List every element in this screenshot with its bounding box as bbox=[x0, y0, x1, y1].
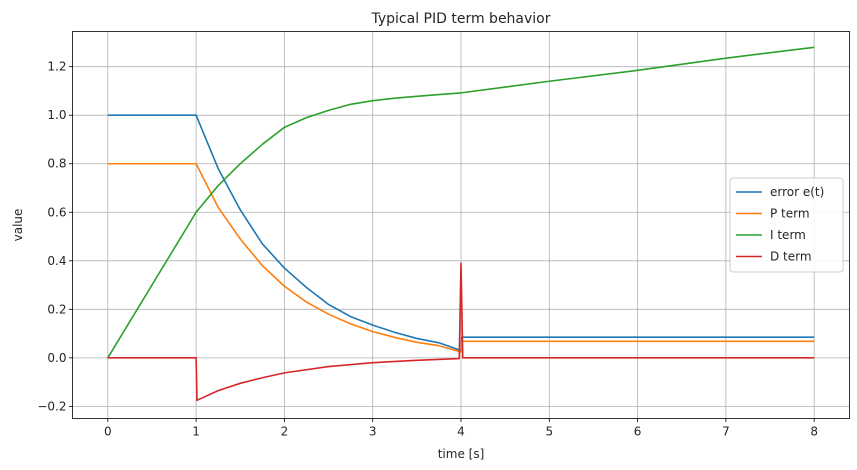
y-tick-label: 1.2 bbox=[47, 60, 66, 74]
legend-label: D term bbox=[770, 250, 812, 264]
series-lines bbox=[107, 46, 815, 402]
series-line-p-term bbox=[107, 162, 815, 353]
legend: error e(t) P term I term D term bbox=[729, 177, 844, 273]
axis-ticks: 0 1 2 3 4 5 6 7 8 −0.2 0.0 0.2 0.4 0.6 0.8 1.0 1.2 bbox=[37, 60, 818, 439]
x-tick-label: 1 bbox=[192, 425, 200, 439]
x-axis-label: time [s] bbox=[438, 447, 485, 461]
x-tick-label: 3 bbox=[369, 425, 377, 439]
series-line-d-term bbox=[107, 262, 815, 402]
y-tick-label: 0.2 bbox=[47, 302, 66, 316]
y-tick-label: 0.6 bbox=[47, 205, 66, 219]
y-tick-label: 1.0 bbox=[47, 108, 66, 122]
x-tick-label: 5 bbox=[545, 425, 553, 439]
y-tick-label: −0.2 bbox=[37, 399, 66, 413]
legend-frame bbox=[729, 177, 844, 273]
x-tick-label: 4 bbox=[457, 425, 465, 439]
series-line-i-term bbox=[107, 46, 815, 359]
grid bbox=[72, 31, 850, 419]
x-tick-label: 8 bbox=[810, 425, 818, 439]
legend-label: P term bbox=[770, 207, 810, 221]
chart-title: Typical PID term behavior bbox=[371, 11, 551, 27]
x-tick-label: 6 bbox=[634, 425, 642, 439]
y-tick-label: 0.8 bbox=[47, 157, 66, 171]
legend-label: error e(t) bbox=[770, 185, 824, 199]
y-axis-label: value bbox=[11, 209, 25, 242]
series-line-error-e-t bbox=[107, 114, 815, 352]
x-tick-label: 0 bbox=[104, 425, 112, 439]
x-tick-label: 7 bbox=[722, 425, 730, 439]
legend-label: I term bbox=[770, 228, 806, 242]
y-tick-label: 0.4 bbox=[47, 254, 66, 268]
x-tick-label: 2 bbox=[281, 425, 289, 439]
y-tick-label: 0.0 bbox=[47, 351, 66, 365]
